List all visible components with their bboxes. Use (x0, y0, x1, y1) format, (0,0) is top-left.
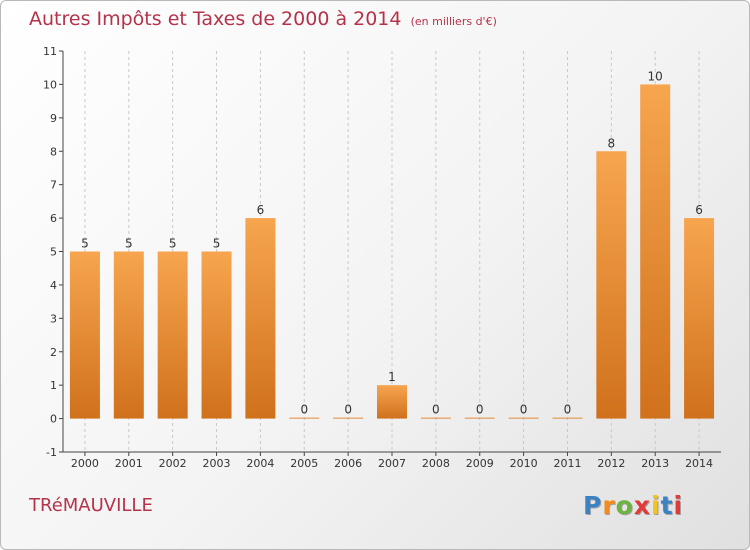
logo-letter: o (615, 491, 634, 520)
bar (640, 84, 671, 419)
bar (508, 417, 539, 419)
x-tick-label: 2006 (334, 457, 362, 470)
logo-letter: P (583, 491, 603, 520)
y-tick-label: 9 (50, 112, 57, 125)
y-tick-label: 8 (50, 145, 57, 158)
data-label: 0 (344, 403, 352, 417)
chart-title-unit: (en milliers d'€) (410, 15, 497, 28)
data-label: 6 (257, 203, 265, 217)
x-tick-label: 2014 (685, 457, 713, 470)
data-label: 10 (648, 69, 663, 83)
y-tick-label: 4 (50, 279, 57, 292)
x-tick-label: 2010 (510, 457, 538, 470)
y-tick-label: -1 (46, 446, 57, 459)
bar (201, 251, 232, 419)
logo-letter: i (673, 491, 684, 520)
x-tick-label: 2002 (159, 457, 187, 470)
y-tick-label: 2 (50, 346, 57, 359)
data-label: 5 (213, 237, 221, 251)
bar (596, 151, 627, 419)
data-label: 5 (169, 237, 177, 251)
x-tick-label: 2011 (553, 457, 581, 470)
data-label: 6 (695, 203, 703, 217)
y-tick-label: 5 (50, 246, 57, 259)
data-label: 5 (81, 237, 89, 251)
data-label: 5 (125, 237, 133, 251)
x-tick-label: 2003 (203, 457, 231, 470)
y-tick-label: 0 (50, 413, 57, 426)
bar (333, 417, 364, 419)
chart-title-main: Autres Impôts et Taxes de 2000 à 2014 (29, 8, 402, 30)
data-label: 0 (432, 403, 440, 417)
proxiti-logo[interactable]: Proxiti (583, 491, 683, 520)
logo-letter: r (602, 491, 616, 520)
x-tick-label: 2001 (115, 457, 143, 470)
bar (552, 417, 583, 419)
commune-name: TRéMAUVILLE (29, 495, 153, 516)
x-tick-label: 2009 (466, 457, 494, 470)
y-tick-label: 7 (50, 179, 57, 192)
bar (157, 251, 188, 419)
bar (245, 218, 276, 419)
logo-letter: t (660, 491, 674, 520)
y-tick-label: 10 (43, 78, 57, 91)
x-tick-label: 2007 (378, 457, 406, 470)
bar (69, 251, 100, 419)
data-label: 0 (300, 403, 308, 417)
data-label: 8 (608, 136, 616, 150)
x-tick-label: 2013 (641, 457, 669, 470)
bar (377, 385, 407, 419)
x-tick-label: 2012 (597, 457, 625, 470)
y-tick-label: 1 (50, 379, 57, 392)
logo-letter: i (651, 491, 661, 520)
x-tick-label: 2004 (246, 457, 274, 470)
bar (420, 417, 451, 419)
chart-title: Autres Impôts et Taxes de 2000 à 2014 (e… (29, 8, 497, 30)
bar (684, 218, 715, 419)
y-tick-label: 11 (43, 45, 57, 58)
x-tick-label: 2008 (422, 457, 450, 470)
bar (113, 251, 144, 419)
y-tick-label: 3 (50, 312, 57, 325)
logo-letter: x (633, 491, 651, 520)
data-label: 0 (520, 403, 528, 417)
x-tick-label: 2005 (290, 457, 318, 470)
data-label: 1 (388, 370, 396, 384)
y-tick-label: 6 (50, 212, 57, 225)
bar (289, 417, 320, 419)
data-label: 0 (564, 403, 572, 417)
data-label: 0 (476, 403, 484, 417)
x-tick-label: 2000 (71, 457, 99, 470)
bar (464, 417, 495, 419)
